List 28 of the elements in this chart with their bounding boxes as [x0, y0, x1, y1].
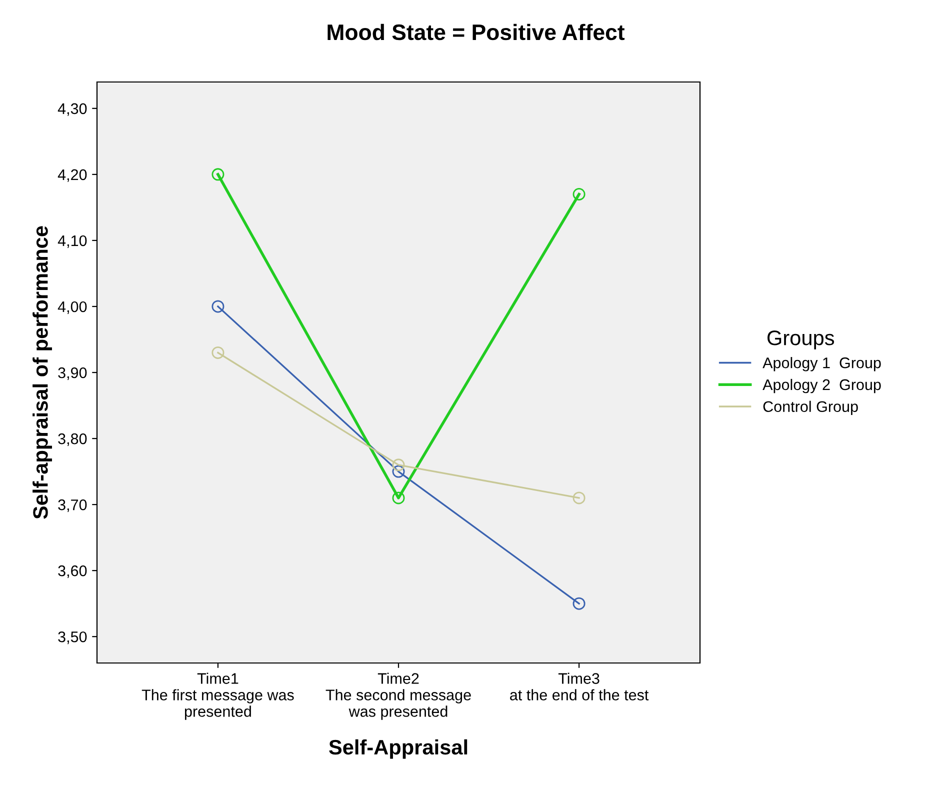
point [572, 492, 586, 504]
y-tick-label: 3,70 [58, 499, 87, 512]
chart-title: Mood State = Positive Affect [328, 24, 625, 40]
legend-title: Groups [768, 330, 834, 350]
point [212, 168, 224, 181]
x-tick-label: Time3 at the end of the test [510, 672, 649, 700]
point [212, 300, 224, 313]
x-tick-label: Time1 The first message was presented [142, 672, 294, 720]
point [572, 188, 586, 200]
point [212, 346, 224, 359]
legend-label: Control Group [763, 400, 858, 416]
y-tick-label: 4,30 [58, 103, 87, 116]
legend-label: Apology 2 Group [762, 378, 881, 394]
x-tick-label: Time2 The second message was presented [326, 672, 471, 720]
x-axis-title: Self-Appraisal [329, 739, 468, 759]
y-tick-label: 4,10 [58, 235, 87, 248]
point [392, 492, 405, 504]
point [392, 465, 405, 478]
legend-label: Apology 1 Group [762, 357, 881, 372]
y-tick-label: 4,20 [58, 169, 87, 182]
y-tick-label: 3,80 [58, 433, 87, 446]
y-axis-title: Self-appraisal of performance [32, 226, 52, 519]
y-tick-label: 3,50 [58, 631, 87, 644]
point [392, 458, 405, 472]
y-tick-label: 3,60 [58, 565, 87, 578]
y-tick-label: 4,00 [58, 301, 87, 314]
y-tick-label: 3,90 [58, 367, 87, 380]
point [572, 597, 586, 610]
